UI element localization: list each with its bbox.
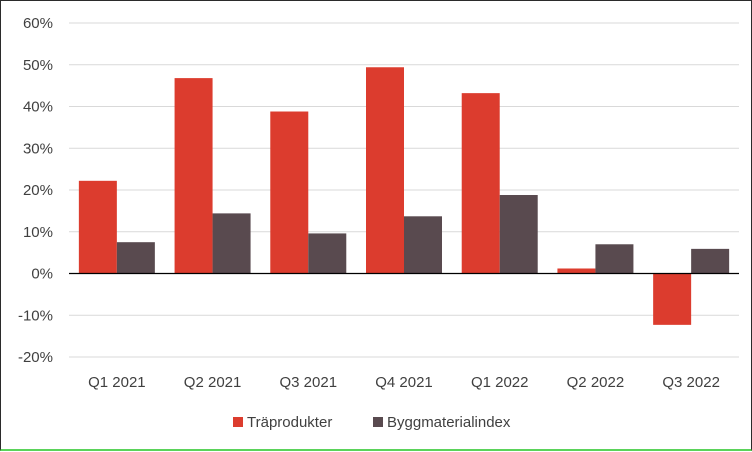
y-tick-label: 10% (23, 224, 53, 241)
bar-traprodukter (653, 273, 692, 325)
x-tick-label: Q1 2021 (88, 374, 146, 391)
x-tick-label: Q1 2022 (471, 374, 529, 391)
legend-label: Byggmaterialindex (387, 414, 511, 431)
bar-traprodukter (366, 67, 404, 274)
bar-byggmaterialindex (116, 242, 155, 274)
y-tick-label: 0% (31, 266, 53, 283)
legend-swatch (373, 417, 383, 427)
y-tick-label: -10% (18, 307, 53, 324)
y-tick-label: 40% (23, 99, 53, 116)
bar-byggmaterialindex (499, 195, 538, 274)
legend-swatch (233, 417, 243, 427)
bar-traprodukter (174, 78, 213, 274)
bar-byggmaterialindex (595, 244, 634, 274)
bar-byggmaterialindex (404, 216, 442, 274)
y-tick-label: 30% (23, 140, 53, 157)
y-tick-label: 50% (23, 57, 53, 74)
legend-label: Träprodukter (247, 414, 332, 431)
bar-byggmaterialindex (212, 213, 251, 274)
bar-byggmaterialindex (308, 233, 347, 274)
x-tick-label: Q2 2022 (567, 374, 625, 391)
bar-traprodukter (270, 111, 309, 274)
y-tick-label: 60% (23, 15, 53, 32)
x-axis-tick-labels: Q1 2021 Q2 2021 Q3 2021 Q4 2021 Q1 2022 Q2 20… (88, 374, 720, 391)
bar-traprodukter (461, 93, 500, 274)
bars (78, 67, 730, 325)
x-tick-label: Q3 2021 (280, 374, 338, 391)
x-tick-label: Q4 2021 (375, 374, 433, 391)
x-tick-label: Q3 2022 (662, 374, 720, 391)
bar-traprodukter (557, 268, 596, 274)
legend: Träprodukter Byggmaterialindex (233, 414, 511, 431)
y-tick-label: 20% (23, 182, 53, 199)
y-axis-tick-labels: -20% -10% 0% 10% 20% 30% 40% 50% 60% (18, 15, 53, 366)
bar-byggmaterialindex (691, 248, 730, 274)
bar-traprodukter (78, 180, 117, 274)
x-tick-label: Q2 2021 (184, 374, 242, 391)
y-tick-label: -20% (18, 349, 53, 366)
